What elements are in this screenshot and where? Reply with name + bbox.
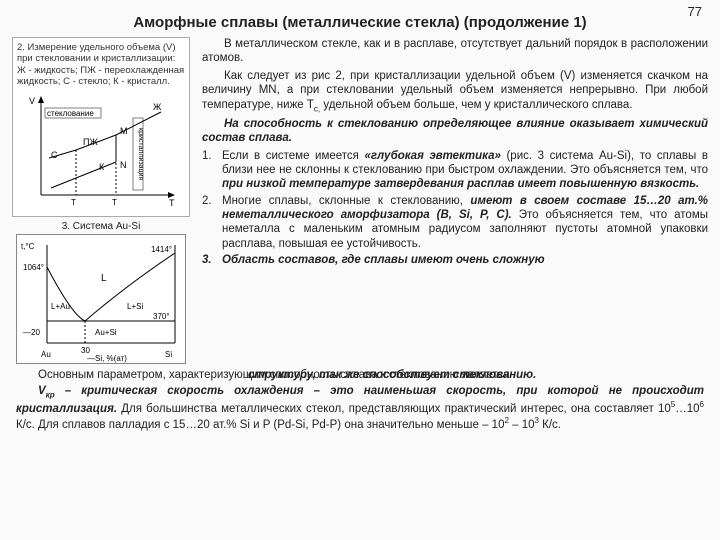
text-column: В металлическом стекле, как и в расплаве… [190,37,708,366]
svg-text:—Si, %(ат): —Si, %(ат) [87,354,127,363]
list-num-1: 1. [202,149,222,192]
fig2-caption: 2. Измерение удельного объема (V) при ст… [17,42,185,88]
svg-text:Si: Si [165,350,172,359]
svg-text:V: V [29,96,35,106]
svg-text:L: L [101,273,107,284]
p2c: удельной объем больше, чем у кристалличе… [320,99,632,111]
bottom-text: Основным параметром, характеризующим спо… [0,366,720,433]
list-body-3: Область составов, где сплавы имеют очень… [222,253,708,267]
list-body-2: Многие сплавы, склонные к стеклованию, и… [222,194,708,252]
figure-3: 3. Система Au-Si t,°C 1064° 1414° 370° —… [12,221,190,364]
svg-text:N: N [120,160,127,170]
svg-text:Au: Au [41,350,51,359]
list-item-2: 2. Многие сплавы, склонные к стеклованию… [202,194,708,252]
svg-text:1414°: 1414° [151,245,172,254]
bottom-line-overlap: Основным параметром, характеризующим спо… [16,368,704,382]
b2d: Для большинства металлических стекол, пр… [117,403,671,415]
figure-2: 2. Измерение удельного объема (V) при ст… [12,37,190,217]
li2a: Многие сплавы, склонные к стеклованию, [222,195,470,207]
svg-text:Ж: Ж [153,102,162,112]
content-row: 2. Измерение удельного объема (V) при ст… [0,37,720,366]
page-number: 77 [688,4,702,19]
b2j: – 10 [509,419,535,431]
list-num-3: 3. [202,253,222,267]
b2l: К/с. [539,419,561,431]
svg-text:—20: —20 [23,328,40,337]
list-body-1: Если в системе имеется «глубокая эвтекти… [222,149,708,192]
bottom1b: структуру, так же способствует стеклован… [226,368,536,382]
b2a: V [38,385,46,397]
bottom-para-2: Vкр – критическая скорость охлаждения – … [16,384,704,433]
b2b: кр [46,390,55,399]
svg-text:Au+Si: Au+Si [95,328,117,337]
svg-text:T: T [169,198,175,208]
para-3: На способность к стеклованию определяюще… [202,117,708,146]
figures-column: 2. Измерение удельного объема (V) при ст… [12,37,190,366]
svg-text:M: M [120,126,128,136]
svg-text:С: С [51,150,58,160]
page-title: Аморфные сплавы (металлические стекла) (… [0,0,720,37]
svg-text:T: T [112,198,117,207]
para-1: В металлическом стекле, как и в расплаве… [202,37,708,66]
list-num-2: 2. [202,194,222,252]
li1d: при низкой температуре затвердевания рас… [222,178,699,190]
svg-text:t,°C: t,°C [21,242,35,251]
svg-text:К: К [99,162,105,172]
b2g: 6 [700,400,704,409]
list-item-1: 1. Если в системе имеется «глубокая эвте… [202,149,708,192]
svg-text:1064°: 1064° [23,263,44,272]
svg-text:T: T [71,198,76,207]
svg-text:стеклование: стеклование [47,109,94,118]
svg-text:ПЖ: ПЖ [83,137,98,147]
fig3-caption: 3. Система Au-Si [12,221,190,232]
list-item-3: 3. Область составов, где сплавы имеют оч… [202,253,708,267]
li1b: «глубокая эвтектика» [365,150,501,162]
svg-text:370°: 370° [153,312,170,321]
para-2: Как следует из рис 2, при кристаллизации… [202,69,708,114]
b2f: …10 [675,403,699,415]
svg-text:L+Au: L+Au [51,302,70,311]
li1a: Если в системе имеется [222,150,365,162]
svg-text:L+Si: L+Si [127,302,143,311]
b2h: К/с. Для сплавов палладия с 15…20 ат.% S… [16,419,504,431]
fig2-svg: V T Ж M N К С ПЖ T T [21,90,181,210]
fig3-svg: t,°C 1064° 1414° 370° —20 L L+Au L+Si Au… [16,234,186,364]
